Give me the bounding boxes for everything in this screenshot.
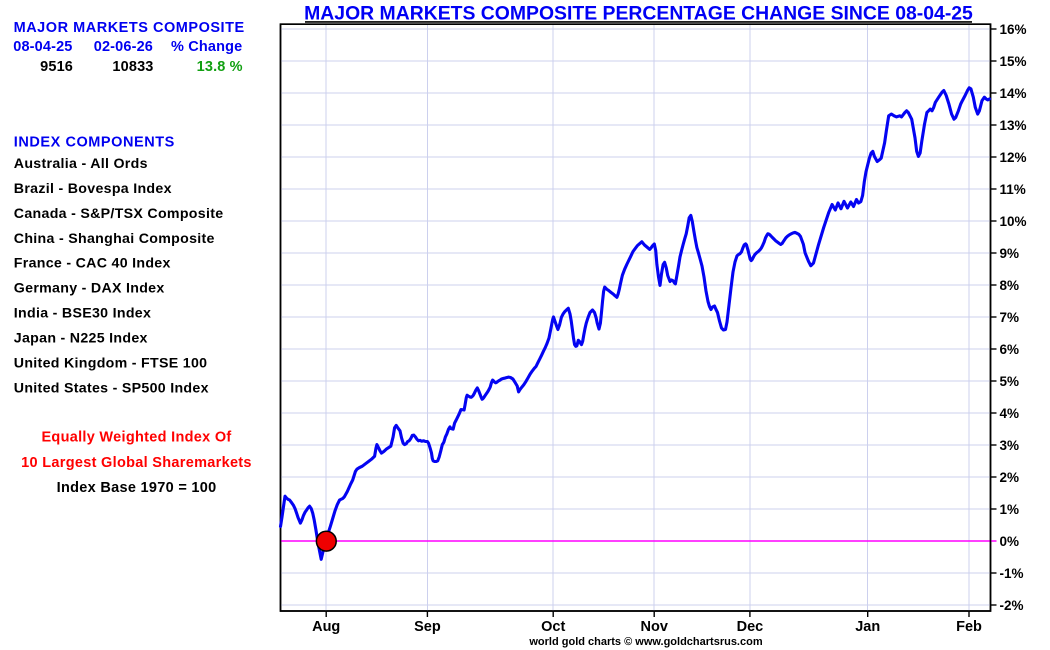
svg-text:13%: 13% bbox=[1000, 118, 1027, 133]
svg-text:Canada - S&P/TSX Composite: Canada - S&P/TSX Composite bbox=[14, 206, 224, 222]
svg-text:10833: 10833 bbox=[112, 59, 153, 75]
svg-text:INDEX COMPONENTS: INDEX COMPONENTS bbox=[14, 135, 175, 151]
svg-text:China - Shanghai Composite: China - Shanghai Composite bbox=[14, 231, 215, 247]
svg-text:4%: 4% bbox=[1000, 406, 1020, 421]
svg-text:08-04-25: 08-04-25 bbox=[13, 39, 72, 55]
svg-text:0%: 0% bbox=[1000, 534, 1020, 549]
svg-text:Nov: Nov bbox=[640, 619, 667, 635]
svg-text:1%: 1% bbox=[1000, 502, 1020, 517]
svg-text:Dec: Dec bbox=[737, 619, 764, 635]
svg-text:Feb: Feb bbox=[956, 619, 982, 635]
svg-text:2%: 2% bbox=[1000, 470, 1020, 485]
svg-text:MAJOR MARKETS COMPOSITE: MAJOR MARKETS COMPOSITE bbox=[14, 20, 245, 36]
svg-text:15%: 15% bbox=[1000, 54, 1027, 69]
svg-text:Brazil - Bovespa Index: Brazil - Bovespa Index bbox=[14, 181, 172, 197]
svg-text:16%: 16% bbox=[1000, 22, 1027, 37]
svg-text:Index Base 1970 = 100: Index Base 1970 = 100 bbox=[57, 480, 217, 496]
svg-text:10 Largest Global Sharemarkets: 10 Largest Global Sharemarkets bbox=[21, 455, 252, 471]
svg-text:Equally Weighted Index Of: Equally Weighted Index Of bbox=[41, 430, 231, 446]
svg-text:Jan: Jan bbox=[855, 619, 880, 635]
svg-text:United Kingdom - FTSE 100: United Kingdom - FTSE 100 bbox=[14, 355, 208, 371]
svg-text:10%: 10% bbox=[1000, 214, 1027, 229]
svg-text:-1%: -1% bbox=[1000, 566, 1024, 581]
svg-text:France - CAC 40 Index: France - CAC 40 Index bbox=[14, 256, 171, 272]
svg-text:5%: 5% bbox=[1000, 374, 1020, 389]
svg-text:7%: 7% bbox=[1000, 310, 1020, 325]
svg-text:Germany - DAX Index: Germany - DAX Index bbox=[14, 281, 165, 297]
svg-text:world gold charts © www.goldch: world gold charts © www.goldchartsrus.co… bbox=[528, 636, 762, 648]
svg-text:Australia - All Ords: Australia - All Ords bbox=[14, 156, 148, 172]
svg-text:11%: 11% bbox=[1000, 182, 1026, 197]
svg-text:United States - SP500 Index: United States - SP500 Index bbox=[14, 380, 209, 396]
svg-text:% Change: % Change bbox=[171, 39, 242, 55]
svg-text:14%: 14% bbox=[1000, 86, 1027, 101]
svg-text:12%: 12% bbox=[1000, 150, 1027, 165]
svg-text:8%: 8% bbox=[1000, 278, 1020, 293]
svg-text:02-06-26: 02-06-26 bbox=[94, 39, 153, 55]
svg-text:Sep: Sep bbox=[414, 619, 441, 635]
svg-text:3%: 3% bbox=[1000, 438, 1020, 453]
svg-text:-2%: -2% bbox=[1000, 598, 1024, 613]
svg-text:India - BSE30 Index: India - BSE30 Index bbox=[14, 306, 151, 322]
svg-text:Japan - N225 Index: Japan - N225 Index bbox=[14, 331, 148, 347]
svg-text:9516: 9516 bbox=[40, 59, 73, 75]
svg-text:6%: 6% bbox=[1000, 342, 1020, 357]
svg-text:13.8 %: 13.8 % bbox=[197, 59, 243, 75]
svg-text:Oct: Oct bbox=[541, 619, 565, 635]
svg-text:9%: 9% bbox=[1000, 246, 1020, 261]
svg-text:MAJOR MARKETS COMPOSITE PERCEN: MAJOR MARKETS COMPOSITE PERCENTAGE CHANG… bbox=[304, 3, 973, 25]
svg-text:Aug: Aug bbox=[312, 619, 340, 635]
